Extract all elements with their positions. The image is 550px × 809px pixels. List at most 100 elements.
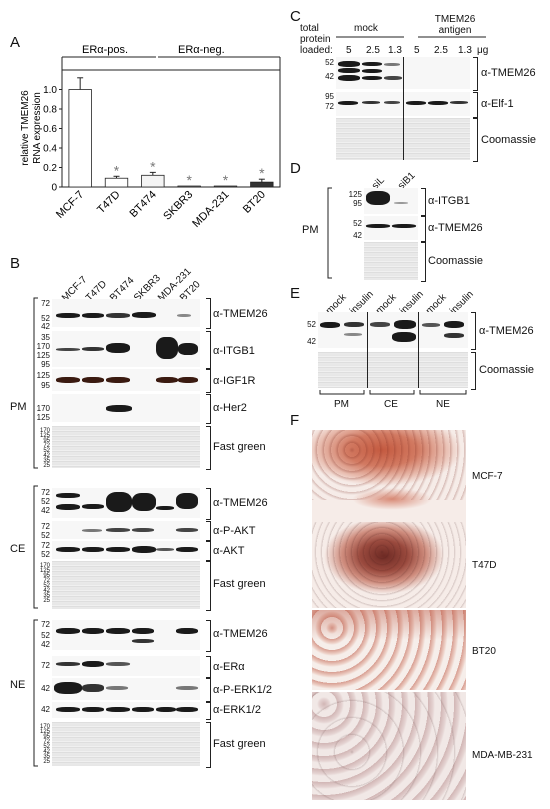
y-axis-label-line1: relative TMEM26 bbox=[20, 90, 31, 166]
markers-pm-igf1r: 125 95 bbox=[36, 371, 50, 390]
row-bracket bbox=[206, 541, 211, 561]
d-coomassie-gel bbox=[364, 242, 418, 280]
panel-label-a: A bbox=[10, 34, 21, 51]
bar bbox=[104, 177, 129, 188]
ladder-mark: 95 bbox=[43, 573, 50, 579]
y-tick-label: 0.2 bbox=[43, 163, 57, 174]
row-bracket bbox=[206, 561, 211, 611]
panel-label-f: F bbox=[290, 412, 300, 429]
ladder-mark: 52 bbox=[43, 744, 50, 750]
blot-row-label: α-ERα bbox=[213, 661, 245, 673]
y-tick-label: 0.8 bbox=[43, 105, 57, 116]
amount-label: 1.3 bbox=[388, 45, 402, 56]
blot-row-label: α-ERK1/2 bbox=[213, 704, 261, 716]
e-divider-1 bbox=[367, 312, 368, 388]
row-bracket bbox=[206, 702, 211, 720]
micrograph-t47d bbox=[312, 522, 466, 608]
row-bracket bbox=[206, 521, 211, 541]
row-bracket bbox=[206, 331, 211, 369]
panel-e-markers: 52 42 bbox=[307, 320, 316, 346]
ladder-mark: 170 bbox=[39, 724, 50, 730]
y-tick-label: 0 bbox=[51, 183, 57, 194]
ne-erk-blot bbox=[52, 702, 200, 718]
ladder-mark: 25 bbox=[43, 463, 50, 469]
ladder-mark: 72 bbox=[43, 739, 50, 745]
fastgreen-ladder: 170 125 95 72 52 42 35 25 bbox=[36, 428, 50, 469]
ladder-mark: 42 bbox=[43, 453, 50, 459]
row-bracket bbox=[206, 298, 211, 329]
fraction-label: NE bbox=[436, 399, 450, 410]
blot-row-label: α-TMEM26 bbox=[213, 628, 268, 640]
row-bracket bbox=[206, 394, 211, 424]
row-bracket bbox=[206, 369, 211, 393]
pm-itgb1-blot bbox=[52, 331, 200, 367]
significance-star: * bbox=[223, 172, 229, 188]
amount-label: 5 bbox=[414, 45, 420, 56]
blot-row-label: Fast green bbox=[213, 578, 266, 590]
ladder-mark: 170 bbox=[39, 428, 50, 434]
panel-c-unit: μg bbox=[477, 45, 489, 56]
chart-frame bbox=[61, 69, 281, 188]
ladder-mark: 35 bbox=[43, 754, 50, 760]
row-bracket bbox=[206, 620, 211, 652]
ladder-mark: 35 bbox=[43, 458, 50, 464]
x-tick-label: T47D bbox=[95, 189, 123, 217]
row-bracket bbox=[206, 426, 211, 470]
panel-c-group-lines bbox=[336, 36, 486, 38]
blot-row-label: Coomassie bbox=[481, 134, 537, 146]
e-tmem26-blot bbox=[318, 312, 468, 348]
blot-row-label: Coomassie bbox=[428, 255, 484, 267]
ladder-mark: 42 bbox=[43, 588, 50, 594]
markers-ne-tmem26: 72 52 42 bbox=[41, 620, 50, 649]
ce-akt-blot bbox=[52, 541, 200, 559]
ne-perk-blot bbox=[52, 678, 200, 700]
ladder-mark: 52 bbox=[43, 448, 50, 454]
significance-star: * bbox=[114, 162, 120, 178]
panel-d-side-label: PM bbox=[302, 224, 319, 236]
bar bbox=[213, 185, 238, 188]
row-bracket bbox=[206, 678, 211, 702]
group-label-neg: ERα-neg. bbox=[178, 44, 225, 56]
ladder-mark: 125 bbox=[39, 568, 50, 574]
e-divider-2 bbox=[418, 312, 419, 388]
amount-label: 1.3 bbox=[458, 45, 472, 56]
blot-row-label: Fast green bbox=[213, 441, 266, 453]
markers-pm-itgb1: 35 170 125 95 bbox=[36, 333, 50, 369]
ne-era-blot bbox=[52, 656, 200, 676]
panel-b-fraction-brackets bbox=[33, 297, 38, 767]
ladder-mark: 25 bbox=[43, 598, 50, 604]
panel-c-markers-top: 52 42 bbox=[325, 58, 334, 81]
markers-ce-pakt: 72 52 bbox=[41, 522, 50, 540]
row-bracket bbox=[473, 118, 478, 162]
y-tick-label: 0.6 bbox=[43, 124, 57, 135]
ladder-mark: 42 bbox=[43, 749, 50, 755]
x-tick-label: MCF-7 bbox=[54, 189, 86, 221]
panel-c-group-mock: mock bbox=[354, 23, 378, 34]
amount-label: 2.5 bbox=[366, 45, 380, 56]
pm-fastgreen-gel bbox=[52, 426, 200, 468]
panel-label-c: C bbox=[290, 8, 301, 25]
x-tick-label: BT20 bbox=[241, 189, 268, 216]
blot-row-label: α-TMEM26 bbox=[428, 222, 483, 234]
blot-row-label: α-P-ERK1/2 bbox=[213, 684, 272, 696]
micrograph-bt20 bbox=[312, 610, 466, 690]
pm-tmem26-blot bbox=[52, 299, 200, 327]
row-bracket bbox=[421, 188, 426, 216]
panel-a-chart: ERα-pos. ERα-neg. 1.0 0.8 0.6 0.4 0.2 0 relative… bbox=[20, 44, 281, 230]
significance-star: * bbox=[186, 172, 192, 188]
markers-ne-erk: 42 bbox=[41, 705, 50, 714]
significance-star: * bbox=[259, 165, 265, 181]
blot-row-label: α-AKT bbox=[213, 545, 245, 557]
ladder-mark: 170 bbox=[39, 563, 50, 569]
panel-c-title: total protein loaded: bbox=[300, 23, 333, 56]
markers-ne-era: 72 bbox=[41, 661, 50, 670]
significance-star: * bbox=[150, 158, 156, 174]
ladder-mark: 52 bbox=[43, 583, 50, 589]
panel-c-markers-mid: 95 72 bbox=[325, 92, 334, 111]
group-label-pos: ERα-pos. bbox=[82, 44, 128, 56]
pm-igf1r-blot bbox=[52, 369, 200, 391]
markers-ne-perk: 42 bbox=[41, 684, 50, 693]
panel-d-bracket bbox=[327, 187, 332, 279]
x-tick-label: MDA-231 bbox=[190, 189, 231, 230]
ce-tmem26-blot bbox=[52, 488, 200, 518]
